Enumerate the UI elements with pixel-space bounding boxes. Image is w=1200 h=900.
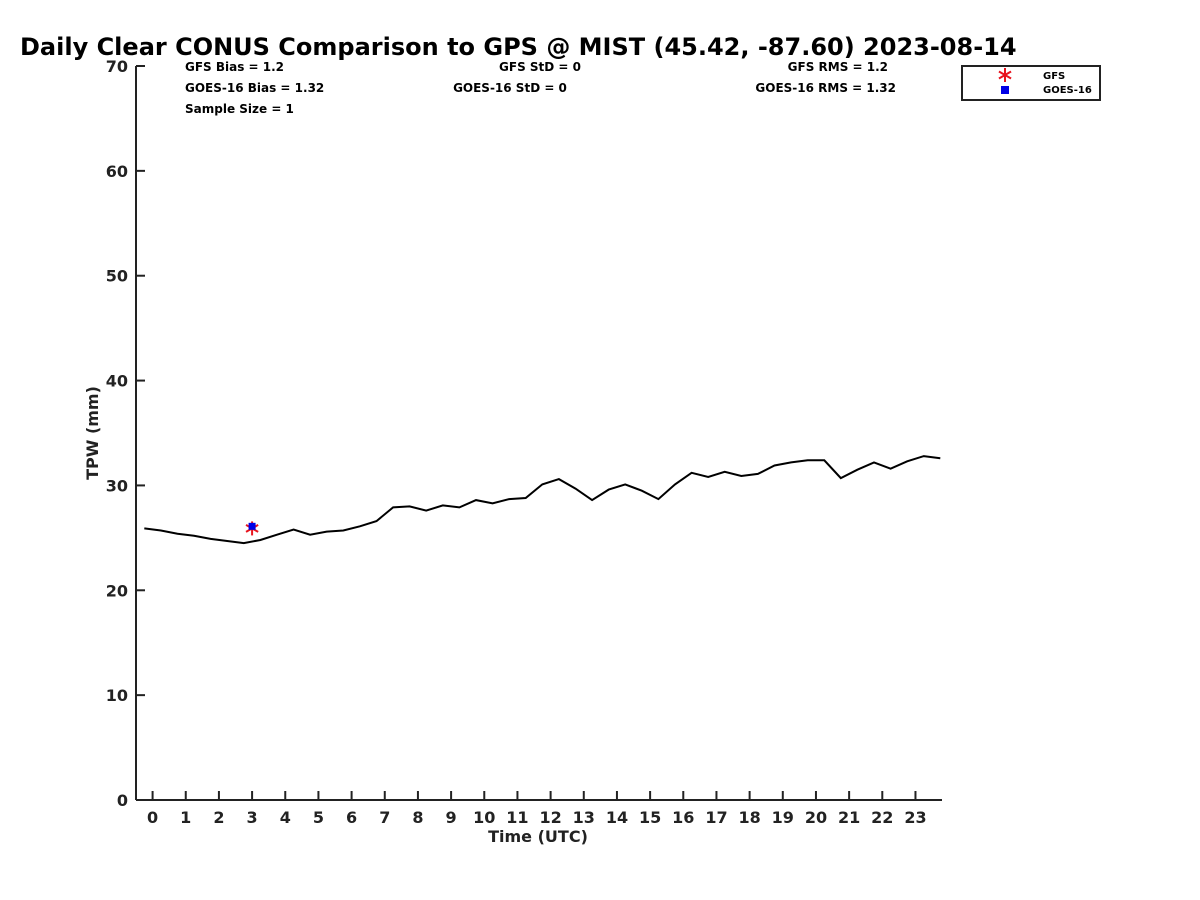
x-tick-label: 4	[280, 808, 291, 827]
legend-gfs-marker	[998, 68, 1012, 82]
x-tick-label: 21	[838, 808, 860, 827]
legend-box	[961, 65, 1101, 101]
x-tick-label: 14	[606, 808, 628, 827]
x-tick-label: 1	[180, 808, 191, 827]
x-axis-label: Time (UTC)	[488, 827, 588, 846]
chart-title: Daily Clear CONUS Comparison to GPS @ MI…	[20, 33, 1017, 61]
x-tick-label: 16	[672, 808, 694, 827]
x-tick-label: 13	[573, 808, 595, 827]
legend-gfs-label: GFS	[1043, 71, 1065, 82]
x-tick-label: 17	[705, 808, 727, 827]
x-tick-label: 19	[772, 808, 794, 827]
y-tick-label: 30	[106, 476, 128, 495]
x-tick-label: 5	[313, 808, 324, 827]
x-tick-label: 3	[247, 808, 258, 827]
y-tick-label: 10	[106, 686, 128, 705]
y-tick-label: 50	[106, 267, 128, 286]
y-tick-label: 20	[106, 581, 128, 600]
stats-block: GFS Bias = 1.2 GOES-16 Bias = 1.32 Sampl…	[185, 60, 896, 116]
x-tick-label: 23	[904, 808, 926, 827]
sample-size-stat: Sample Size = 1	[185, 102, 294, 116]
y-tick-label: 40	[106, 372, 128, 391]
y-tick-label: 0	[117, 791, 128, 810]
x-tick-label: 0	[147, 808, 158, 827]
legend-goes-label: GOES-16	[1043, 85, 1092, 96]
data-point-goes-16	[248, 522, 256, 530]
legend-goes-marker	[1001, 86, 1009, 94]
x-tick-label: 20	[805, 808, 827, 827]
x-tick-label: 10	[473, 808, 495, 827]
gfs-rms-stat: GFS RMS = 1.2	[788, 60, 888, 74]
x-tick-label: 2	[213, 808, 224, 827]
goes-rms-stat: GOES-16 RMS = 1.32	[755, 81, 896, 95]
x-tick-label: 6	[346, 808, 357, 827]
x-tick-label: 15	[639, 808, 661, 827]
x-tick-label: 18	[738, 808, 760, 827]
x-tick-label: 11	[506, 808, 528, 827]
x-tick-label: 22	[871, 808, 893, 827]
y-tick-label: 60	[106, 162, 128, 181]
x-tick-label: 8	[412, 808, 423, 827]
legend: GFS GOES-16	[961, 65, 1101, 101]
series-line-gps	[144, 455, 941, 545]
gfs-bias-stat: GFS Bias = 1.2	[185, 60, 284, 74]
goes-std-stat: GOES-16 StD = 0	[453, 81, 567, 95]
goes-bias-stat: GOES-16 Bias = 1.32	[185, 81, 324, 95]
plot-area	[144, 455, 941, 545]
y-tick-label: 70	[106, 57, 128, 76]
x-tick-label: 9	[446, 808, 457, 827]
x-tick-label: 7	[379, 808, 390, 827]
gfs-std-stat: GFS StD = 0	[499, 60, 581, 74]
legend-gfs-asterisk	[998, 68, 1012, 82]
x-tick-label: 12	[539, 808, 561, 827]
y-axis-label: TPW (mm)	[83, 386, 102, 480]
